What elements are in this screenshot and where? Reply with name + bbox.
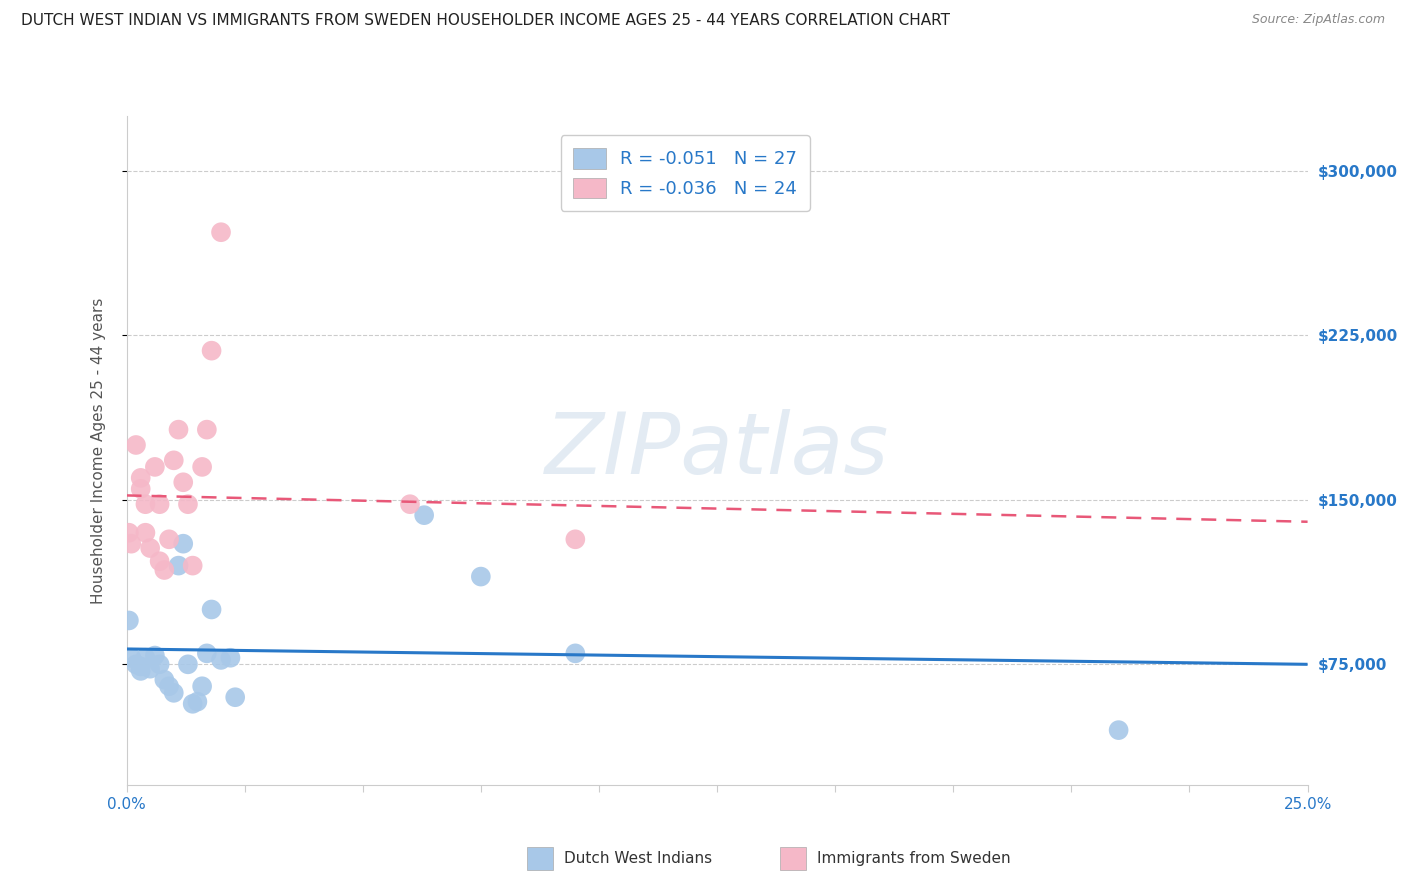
Legend: R = -0.051   N = 27, R = -0.036   N = 24: R = -0.051 N = 27, R = -0.036 N = 24 [561,135,810,211]
Point [149,497,172,511]
Point [143,648,166,663]
Point [399,497,422,511]
Point [125,438,148,452]
Point [167,423,190,437]
Point [413,508,436,523]
Point [157,533,180,547]
Text: DUTCH WEST INDIAN VS IMMIGRANTS FROM SWEDEN HOUSEHOLDER INCOME AGES 25 - 44 YEAR: DUTCH WEST INDIAN VS IMMIGRANTS FROM SWE… [21,13,950,29]
Point [120,537,142,551]
Text: Dutch West Indians: Dutch West Indians [564,851,711,866]
Point [129,482,152,496]
Point [149,554,172,568]
Point [143,459,166,474]
Point [191,459,214,474]
Point [209,653,232,667]
Point [191,679,214,693]
Point [186,695,208,709]
Point [153,673,176,687]
Point [177,657,200,672]
Point [200,602,222,616]
Point [125,657,148,672]
Point [470,569,492,583]
Point [172,537,194,551]
Point [181,697,204,711]
Point [564,533,586,547]
Point [177,497,200,511]
Point [209,225,232,239]
Point [167,558,190,573]
Point [129,471,152,485]
Point [1108,723,1130,738]
Point [134,525,156,540]
Y-axis label: Householder Income Ages 25 - 44 years: Householder Income Ages 25 - 44 years [91,297,105,604]
Point [129,664,152,678]
Point [163,686,186,700]
Text: Immigrants from Sweden: Immigrants from Sweden [817,851,1011,866]
Text: Source: ZipAtlas.com: Source: ZipAtlas.com [1251,13,1385,27]
Point [181,558,204,573]
Point [153,563,176,577]
Text: ZIPatlas: ZIPatlas [546,409,889,492]
Point [172,475,194,490]
Point [139,662,162,676]
Point [195,423,218,437]
Point [134,650,156,665]
Point [118,614,141,628]
Point [564,646,586,660]
Point [200,343,222,358]
Point [139,541,162,555]
Point [163,453,186,467]
Point [129,659,152,673]
Point [219,650,242,665]
Point [157,679,180,693]
Point [195,646,218,660]
Point [120,650,142,665]
Point [118,525,141,540]
Point [149,657,172,672]
Point [134,497,156,511]
Point [224,690,246,705]
